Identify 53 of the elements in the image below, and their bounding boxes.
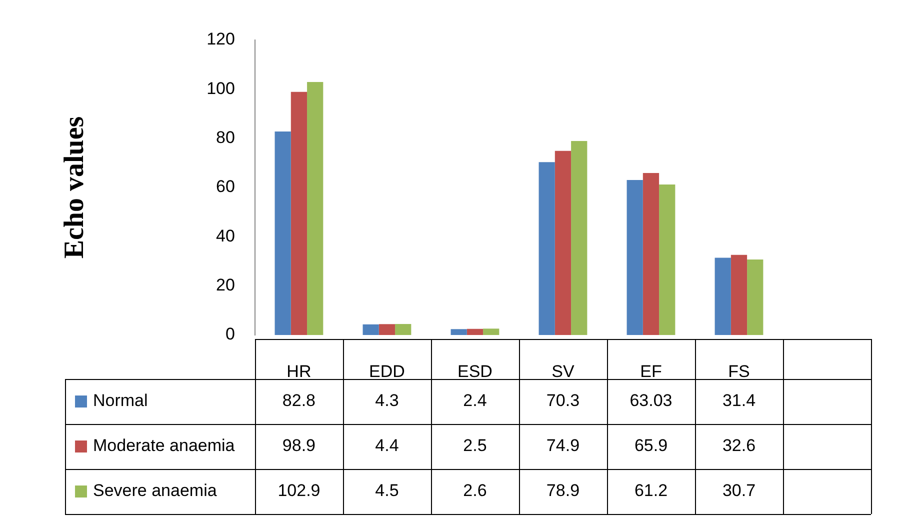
x-tick-label: HR [286, 362, 312, 381]
y-tick-label: 40 [216, 226, 235, 246]
x-tick-label: FS [728, 362, 750, 381]
data-label: 78.9 [546, 481, 580, 500]
data-label: 4.5 [375, 481, 399, 500]
data-label: 2.6 [463, 481, 487, 500]
x-tick-label: EF [640, 362, 662, 381]
bar [395, 324, 412, 335]
data-label: 61.2 [634, 481, 668, 500]
legend-label: Severe anaemia [93, 481, 218, 500]
data-label: 63.03 [630, 391, 672, 410]
data-label: 70.3 [546, 391, 580, 410]
bar [307, 82, 324, 335]
x-tick-label: ESD [457, 362, 492, 381]
data-label: 65.9 [634, 436, 668, 456]
bar [450, 329, 467, 335]
data-label: 30.7 [722, 481, 756, 500]
bar [290, 92, 308, 335]
data-label: 31.4 [722, 391, 756, 410]
bar [466, 328, 484, 335]
data-label: 82.8 [282, 391, 316, 410]
data-label: 4.4 [375, 436, 399, 456]
y-tick-label: 100 [206, 78, 235, 98]
y-tick-label: 0 [225, 324, 235, 344]
data-label: 32.6 [722, 436, 756, 456]
data-label: 4.3 [375, 391, 399, 410]
data-label: 74.9 [546, 436, 580, 456]
bar [642, 172, 660, 335]
bar [554, 150, 572, 335]
y-tick-label: 20 [216, 276, 235, 295]
legend-label: Moderate anaemia [93, 436, 236, 456]
y-tick-label: 60 [216, 177, 235, 196]
bar [378, 324, 396, 335]
y-tick-label: 80 [216, 128, 235, 148]
bar [571, 141, 588, 335]
data-label: 102.9 [278, 481, 320, 500]
legend-label: Normal [93, 391, 148, 410]
y-tick-label: 120 [206, 30, 235, 49]
data-label: 2.4 [463, 391, 487, 410]
bar [538, 162, 555, 335]
bar [483, 328, 500, 335]
x-tick-label: SV [552, 362, 575, 381]
bar [274, 131, 291, 335]
bar [362, 324, 379, 335]
x-tick-label: EDD [369, 362, 405, 381]
bar [626, 180, 643, 335]
bar [730, 254, 748, 335]
bar [747, 260, 764, 335]
bar [714, 258, 731, 335]
y-axis-title: Echo values [59, 116, 90, 259]
bar [659, 184, 676, 335]
data-label: 98.9 [282, 436, 316, 456]
data-label: 2.5 [463, 436, 487, 456]
